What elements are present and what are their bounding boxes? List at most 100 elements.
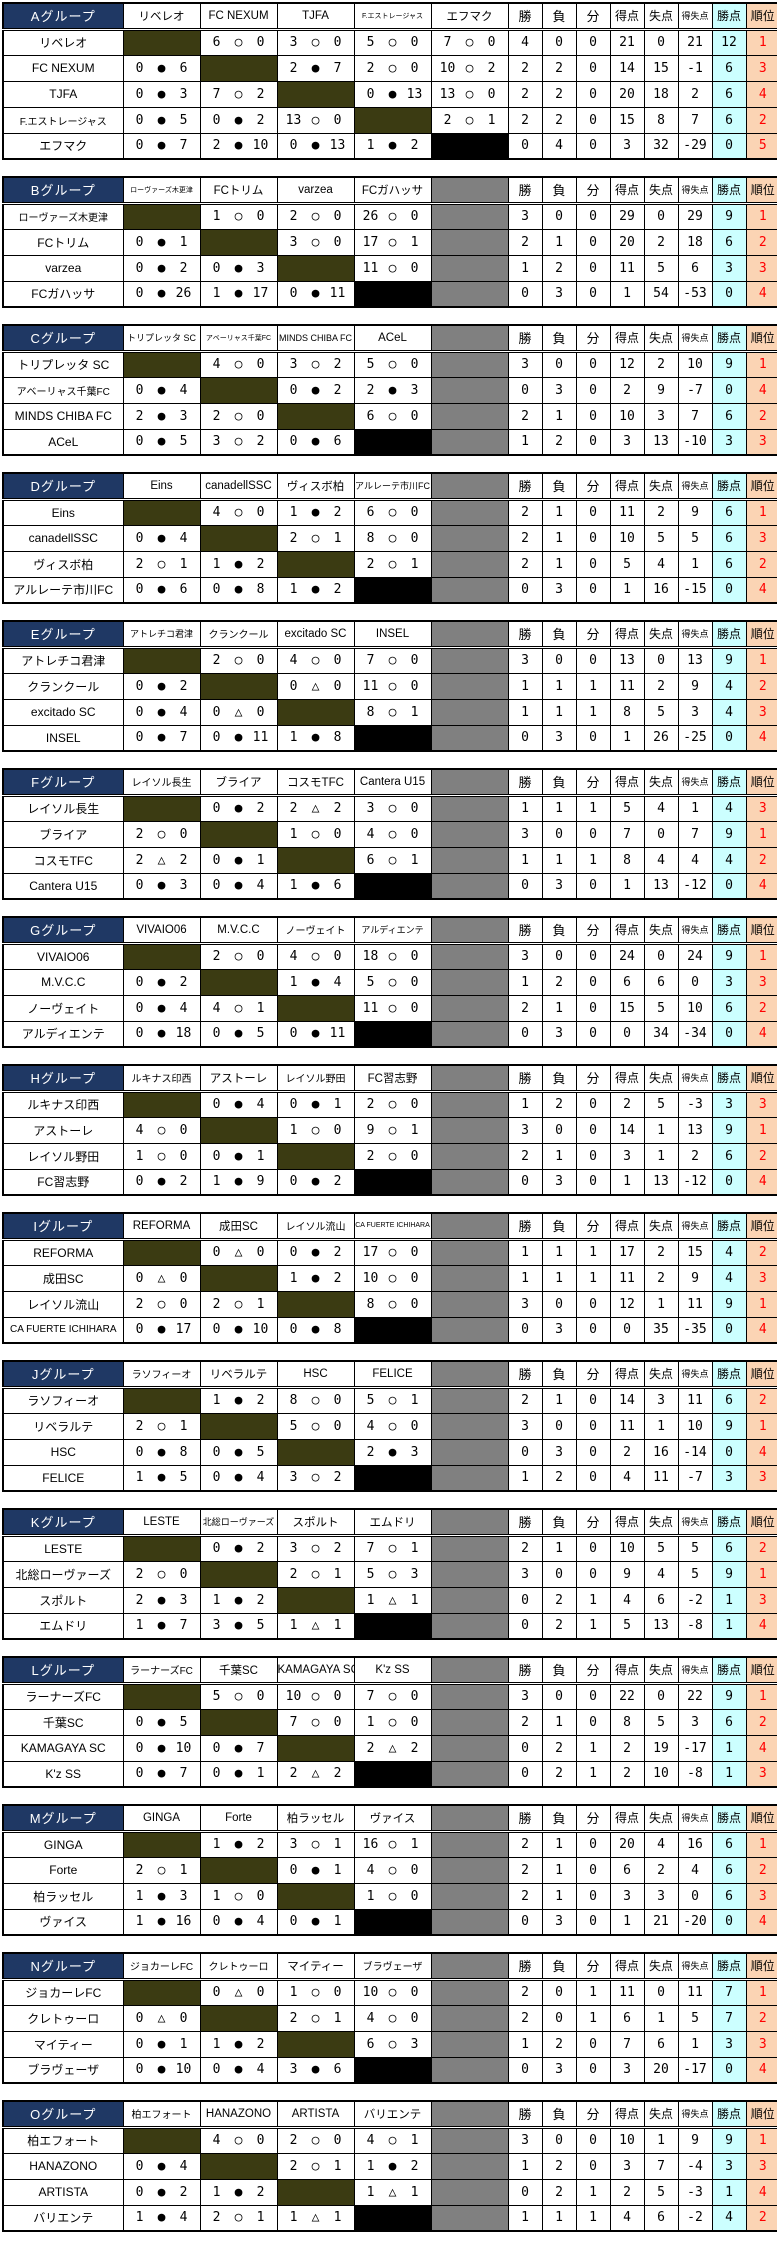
score-against: 0	[487, 35, 496, 50]
score-for: 2	[289, 1566, 298, 1582]
score-for: 0	[212, 582, 221, 598]
score-against: 5	[179, 1470, 188, 1486]
score-for: 2	[289, 2010, 298, 2026]
result-cell: 9 ○ 1	[353, 1116, 432, 1144]
result-cell: 8 ○ 0	[276, 1386, 355, 1414]
group-table-K: Kグループ LESTE 北総ローヴァーズ スポルト エムドリ勝負分得点 失点 得失点 勝点 順位…	[2, 1508, 777, 1640]
score-for: 2	[212, 653, 221, 668]
score-for: 9	[366, 1122, 375, 1138]
draws-cell: 1	[575, 794, 611, 822]
team-name-cell: FCガハッサ	[2, 280, 124, 308]
score-against: 3	[410, 1444, 419, 1460]
stat-header-goals-for: 得点	[609, 1360, 645, 1389]
empty-filler-cell	[430, 1264, 509, 1292]
rank-cell: 4	[745, 1438, 777, 1466]
result-cell: 2 ○ 1	[199, 1290, 278, 1318]
result-cell: 4 ○ 1	[199, 994, 278, 1022]
team-name-cell: 柏エフォート	[2, 2126, 124, 2154]
team-row: excitado SC 0 ● 4 0 △ 0 8 ○ 1 1 1 1 8 5 3 4 3	[2, 698, 777, 726]
score-against: 4	[179, 2158, 188, 2174]
win-circle-icon: ○	[388, 1393, 397, 1408]
rank-cell: 1	[745, 28, 777, 56]
team-row: リベラルテ 2 ○ 1 5 ○ 0 4 ○ 0 3 0 0 11 1 10 9 1	[2, 1412, 777, 1440]
loss-circle-icon: ●	[157, 1740, 166, 1756]
team-name-cell: コスモTFC	[2, 846, 124, 874]
goals-for-cell: 29	[609, 202, 645, 230]
loss-circle-icon: ●	[157, 1618, 166, 1634]
score-for: 0	[289, 286, 298, 302]
wins-cell: 0	[507, 1438, 543, 1466]
points-cell: 4	[711, 794, 747, 822]
goal-diff-cell: 9	[677, 672, 713, 700]
opponent-header: アベーリャス千葉FC	[199, 324, 278, 353]
team-name-cell: LESTE	[2, 1534, 124, 1562]
goals-against-cell: 10	[643, 1760, 679, 1788]
loss-circle-icon: ●	[234, 138, 243, 154]
score-against: 1	[256, 1296, 265, 1312]
loss-circle-icon: ●	[234, 801, 243, 816]
empty-filler-cell	[430, 428, 509, 456]
stat-header-rank: 順位	[745, 2, 777, 31]
score-against: 0	[256, 1689, 265, 1704]
score-against: 1	[410, 852, 419, 868]
score-against: 2	[333, 357, 342, 372]
diagonal-cell	[122, 202, 201, 230]
diagonal-cell	[353, 1760, 432, 1788]
draws-cell: 0	[575, 2126, 611, 2154]
wins-cell: 2	[507, 2004, 543, 2032]
result-cell: 18 ○ 0	[353, 942, 432, 970]
group-label: Kグループ	[2, 1508, 124, 1537]
win-circle-icon: ○	[157, 1296, 166, 1312]
score-against: 0	[179, 1296, 188, 1312]
goals-for-cell: 10	[609, 2126, 645, 2154]
goals-against-cell: 1	[643, 1412, 679, 1440]
score-for: 1	[289, 1985, 298, 2000]
group-table-D: Dグループ Eins canadellSSC ヴィスボ柏 アルレーテ市川FC 勝負分得点失…	[2, 472, 777, 604]
opponent-header: 柏エフォート	[122, 2100, 201, 2129]
opponent-header: 成田SC	[199, 1212, 278, 1241]
score-against: 0	[179, 2010, 188, 2026]
score-for: 2	[135, 1296, 144, 1312]
score-for: 0	[212, 801, 221, 816]
stat-header-goals-for: 得点	[609, 1952, 645, 1981]
opponent-header: 柏ラッセル	[276, 1804, 355, 1833]
group-label: Dグループ	[2, 472, 124, 501]
goals-against-cell: 1	[643, 2126, 679, 2154]
goals-for-cell: 8	[609, 846, 645, 874]
points-cell: 9	[711, 942, 747, 970]
goal-diff-cell: 24	[677, 942, 713, 970]
stat-header-losses: 負	[541, 1508, 577, 1537]
score-for: 5	[366, 1566, 375, 1582]
win-circle-icon: ○	[311, 112, 320, 128]
opponent-header: VIVAIO06	[122, 916, 201, 945]
group-table-B: Bグループ ローヴァーズ木更津 FCトリム varzea FCガハッサ勝負分得点 失点 得失…	[2, 176, 777, 308]
goal-diff-cell: 13	[677, 1116, 713, 1144]
score-against: 0	[333, 2133, 342, 2148]
goals-against-cell: 5	[643, 1534, 679, 1562]
draw-triangle-icon: △	[157, 1270, 166, 1286]
points-cell: 0	[711, 376, 747, 404]
rank-cell: 1	[745, 1116, 777, 1144]
stat-header-goals-against: 失点	[643, 324, 679, 353]
result-cell: 2 ● 3	[353, 376, 432, 404]
goals-for-cell: 1	[609, 1908, 645, 1936]
rank-cell: 2	[745, 994, 777, 1022]
score-for: 4	[212, 357, 221, 372]
empty-filler-cell	[430, 376, 509, 404]
score-against: 2	[256, 556, 265, 572]
opponent-header: ラーナーズFC	[122, 1656, 201, 1685]
draws-cell: 0	[575, 106, 611, 134]
score-against: 0	[333, 1393, 342, 1408]
stat-header-goal-diff: 得失点	[677, 1952, 713, 1981]
goal-diff-cell: -3	[677, 2178, 713, 2206]
loss-circle-icon: ●	[311, 1174, 320, 1190]
loss-circle-icon: ●	[234, 1174, 243, 1190]
empty-filler-cell	[430, 1438, 509, 1466]
result-cell: 11 ○ 0	[353, 994, 432, 1022]
team-row: アストーレ 4 ○ 0 1 ○ 0 9 ○ 1 3 0 0 14 1 13 9 1	[2, 1116, 777, 1144]
points-cell: 6	[711, 550, 747, 578]
stat-header-points: 勝点	[711, 768, 747, 797]
loss-circle-icon: ●	[157, 382, 166, 398]
draw-triangle-icon: △	[311, 678, 320, 694]
score-against: 1	[410, 1592, 419, 1608]
